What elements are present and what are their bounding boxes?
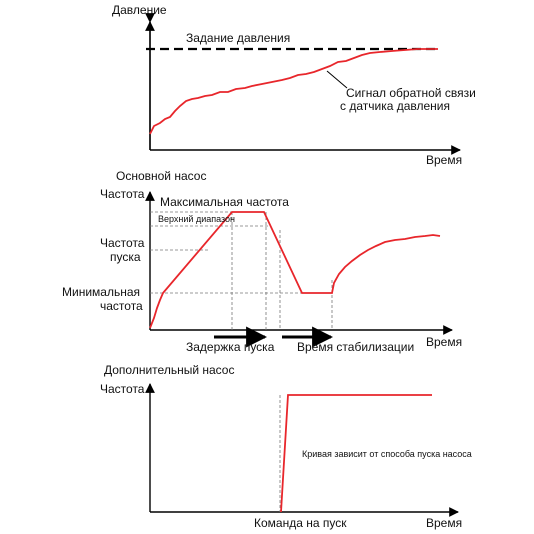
- feedback-label-line1: Сигнал обратной связи: [346, 86, 476, 100]
- pressure-feedback-curve: [149, 48, 438, 135]
- start-command-label: Команда на пуск: [254, 516, 347, 530]
- max-freq-label: Максимальная частота: [160, 195, 289, 209]
- additional-pump-panel: Дополнительный насос Частота Время Крива…: [100, 363, 472, 530]
- pressure-setpoint-label: Задание давления: [186, 31, 290, 45]
- main-pump-title: Основной насос: [116, 169, 206, 183]
- main-pump-frequency-curve: [149, 211, 441, 329]
- stabilization-label: Время стабилизации: [297, 340, 414, 354]
- start-freq-label-line1: Частота: [100, 236, 145, 250]
- additional-pump-frequency-curve: [280, 394, 432, 513]
- start-freq-label-line2: пуска: [110, 250, 141, 264]
- feedback-leader-line: [326, 70, 348, 89]
- pressure-axis-label: Давление: [112, 3, 167, 17]
- pressure-panel: Давление Время Задание давления Сигнал о…: [112, 3, 476, 167]
- main-pump-y-label: Частота: [100, 187, 145, 201]
- min-freq-label-line1: Минимальная: [62, 285, 140, 299]
- curve-note: Кривая зависит от способа пуска насоса: [302, 449, 472, 459]
- upper-band-label: Верхний диапазон: [158, 214, 235, 224]
- additional-pump-y-label: Частота: [100, 382, 145, 396]
- additional-pump-time-label: Время: [426, 516, 462, 530]
- pressure-time-label: Время: [426, 153, 462, 167]
- main-pump-panel: Основной насос Частота Время Максимальна…: [62, 169, 462, 354]
- additional-pump-title: Дополнительный насос: [104, 363, 234, 377]
- start-delay-label: Задержка пуска: [186, 340, 275, 354]
- min-freq-label-line2: частота: [100, 299, 143, 313]
- feedback-label-line2: с датчика давления: [340, 99, 450, 113]
- main-pump-time-label: Время: [426, 335, 462, 349]
